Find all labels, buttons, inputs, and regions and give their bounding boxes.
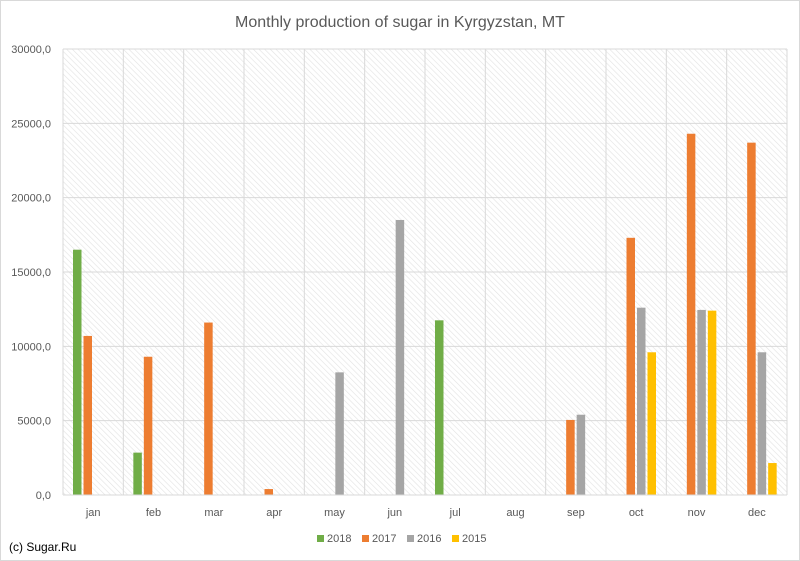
x-tick-label: nov [688, 507, 706, 519]
y-tick-label: 15000,0 [11, 267, 51, 279]
x-tick-label: oct [629, 507, 644, 519]
bar-2017-sep [566, 419, 575, 495]
x-tick-label: sep [567, 507, 585, 519]
x-tick-label: mar [204, 507, 223, 519]
bar-2015-oct [647, 352, 656, 495]
legend-swatch-2016 [407, 535, 414, 542]
bar-2017-oct [626, 237, 635, 495]
legend-label-2016: 2016 [417, 533, 441, 545]
bar-2016-oct [637, 307, 646, 495]
x-tick-label: jan [85, 507, 101, 519]
chart-title: Monthly production of sugar in Kyrgyzsta… [235, 14, 565, 31]
y-tick-label: 20000,0 [11, 193, 51, 205]
legend-label-2018: 2018 [327, 533, 351, 545]
x-tick-label: jun [386, 507, 402, 519]
x-tick-label: apr [266, 507, 282, 519]
y-tick-label: 10000,0 [11, 341, 51, 353]
bar-2015-dec [768, 463, 777, 495]
x-tick-label: feb [146, 507, 161, 519]
bar-2016-jun [395, 219, 405, 495]
x-tick-label: may [324, 507, 345, 519]
x-tick-labels: jan feb mar apr may jun jul aug sep oct nov dec [85, 507, 766, 519]
bar-2016-may [335, 372, 344, 495]
y-tick-labels: 0,0 5000,0 10000,0 15000,0 20000,0 25000,0 300… [11, 44, 51, 502]
y-tick-label: 25000,0 [11, 118, 51, 130]
bar-2018-feb [133, 452, 142, 495]
y-tick-label: 30000,0 [11, 44, 51, 56]
source-note: (c) Sugar.Ru [9, 540, 76, 554]
bar-2017-jan [83, 335, 92, 495]
x-tick-label: aug [506, 507, 524, 519]
legend-swatch-2017 [362, 535, 369, 542]
bar-2016-nov [697, 309, 706, 495]
legend-label-2015: 2015 [462, 533, 486, 545]
x-tick-label: jul [449, 507, 461, 519]
y-tick-label: 0,0 [36, 490, 51, 502]
legend-swatch-2018 [317, 535, 324, 542]
bar-2017-apr [264, 489, 273, 495]
bars [73, 133, 777, 496]
bar-2018-jul [435, 320, 444, 495]
x-tick-label: dec [748, 507, 766, 519]
bar-2016-sep [576, 414, 586, 495]
gridlines [62, 48, 788, 495]
bar-2018-jan [73, 249, 82, 495]
bar-2017-feb [143, 356, 153, 495]
bar-2017-nov [686, 133, 696, 496]
legend-label-2017: 2017 [372, 533, 396, 545]
bar-2016-dec [757, 352, 767, 495]
y-tick-label: 5000,0 [17, 416, 51, 428]
bar-2017-dec [747, 142, 756, 495]
legend: 2018 2017 2016 2015 [317, 533, 486, 545]
legend-swatch-2015 [452, 535, 459, 542]
bar-2015-nov [707, 310, 717, 495]
bar-2017-mar [204, 322, 213, 495]
